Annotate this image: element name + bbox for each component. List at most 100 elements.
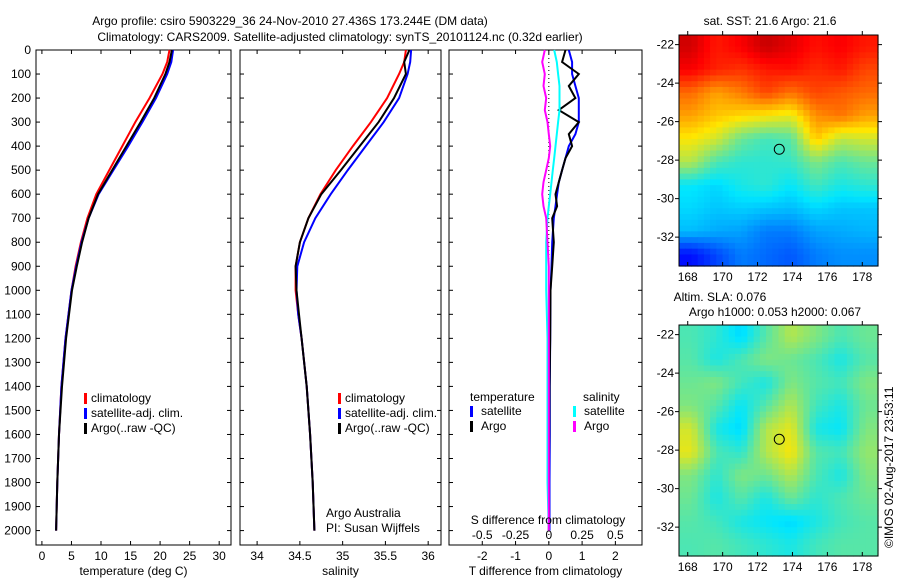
- heatmap-cell: [809, 463, 817, 470]
- heatmap-cell: [722, 371, 730, 378]
- heatmap-cell: [853, 58, 860, 65]
- heatmap-cell: [853, 52, 860, 59]
- heatmap-cell: [728, 75, 736, 82]
- heatmap-cell: [815, 382, 823, 390]
- heatmap-cell: [846, 411, 854, 419]
- heatmap-cell: [778, 342, 786, 349]
- heatmap-cell: [703, 538, 711, 546]
- heatmap-cell: [865, 196, 873, 204]
- heatmap-cell: [822, 538, 829, 546]
- heatmap-cell: [784, 550, 792, 557]
- heatmap-cell: [846, 81, 854, 88]
- heatmap-cell: [734, 46, 742, 53]
- heatmap-cell: [828, 371, 836, 378]
- heatmap-cell: [772, 92, 780, 100]
- heatmap-cell: [846, 98, 854, 105]
- heatmap-cell: [815, 348, 823, 355]
- heatmap-cell: [741, 237, 749, 244]
- heatmap-cell: [871, 214, 879, 221]
- heatmap-cell: [797, 254, 804, 261]
- heatmap-cell: [840, 544, 848, 551]
- heatmap-cell: [853, 35, 860, 42]
- heatmap-cell: [759, 179, 767, 186]
- heatmap-cell: [741, 86, 749, 94]
- heatmap-cell: [691, 46, 699, 53]
- heatmap-cell: [784, 75, 792, 82]
- heatmap-cell: [778, 52, 786, 59]
- heatmap-cell: [734, 400, 742, 407]
- heatmap-cell: [716, 133, 724, 140]
- heatmap-cell: [734, 202, 742, 209]
- heatmap-cell: [710, 208, 717, 215]
- heatmap-cell: [846, 225, 854, 232]
- heatmap-cell: [840, 417, 848, 424]
- heatmap-cell: [790, 371, 798, 378]
- heatmap-cell: [871, 92, 879, 100]
- heatmap-cell: [741, 248, 749, 256]
- y-tick-label: -26: [657, 405, 675, 419]
- heatmap-cell: [859, 156, 867, 163]
- heatmap-cell: [691, 440, 699, 447]
- heatmap-cell: [828, 92, 836, 100]
- heatmap-cell: [853, 544, 860, 551]
- heatmap-cell: [803, 434, 811, 442]
- heatmap-cell: [871, 179, 879, 186]
- heatmap-cell: [815, 498, 823, 505]
- heatmap-cell: [728, 179, 736, 186]
- heatmap-cell: [716, 325, 724, 332]
- heatmap-cell: [815, 336, 823, 343]
- heatmap-cell: [703, 173, 711, 180]
- heatmap-cell: [703, 371, 711, 378]
- heatmap-cell: [784, 231, 792, 238]
- heatmap-cell: [697, 382, 705, 390]
- heatmap-cell: [716, 260, 724, 267]
- heatmap-cell: [790, 538, 798, 546]
- heatmap-cell: [734, 325, 742, 332]
- heatmap-cell: [716, 248, 724, 256]
- heatmap-cell: [865, 260, 873, 267]
- heatmap-cell: [846, 144, 854, 152]
- heatmap-cell: [753, 225, 761, 232]
- heatmap-cell: [834, 254, 842, 261]
- heatmap-cell: [710, 452, 717, 459]
- heatmap-cell: [747, 376, 755, 384]
- heatmap-cell: [759, 150, 767, 157]
- heatmap-cell: [797, 446, 804, 453]
- heatmap-cell: [871, 359, 879, 367]
- heatmap-cell: [728, 550, 736, 557]
- heatmap-cell: [828, 58, 836, 65]
- heatmap-cell: [797, 185, 804, 192]
- y-tick-label: 2000: [4, 524, 31, 538]
- heatmap-cell: [871, 86, 879, 94]
- heatmap-cell: [865, 138, 873, 146]
- heatmap-cell: [853, 121, 860, 129]
- heatmap-cell: [834, 434, 842, 442]
- heatmap-cell: [846, 69, 854, 77]
- heatmap-cell: [784, 538, 792, 546]
- heatmap-cell: [716, 167, 724, 175]
- heatmap-cell: [871, 173, 879, 180]
- heatmap-cell: [722, 133, 730, 140]
- heatmap-cell: [710, 457, 717, 465]
- heatmap-cell: [871, 138, 879, 146]
- heatmap-cell: [741, 254, 749, 261]
- heatmap-cell: [753, 46, 761, 53]
- heatmap-cell: [834, 342, 842, 349]
- heatmap-cell: [803, 417, 811, 424]
- heatmap-cell: [691, 544, 699, 551]
- heatmap-cell: [691, 325, 699, 332]
- heatmap-cell: [685, 173, 693, 180]
- heatmap-cell: [828, 348, 836, 355]
- heatmap-cell: [834, 538, 842, 546]
- heatmap-cell: [716, 40, 724, 48]
- heatmap-cell: [803, 133, 811, 140]
- heatmap-cell: [766, 359, 773, 367]
- heatmap-cell: [865, 325, 873, 332]
- heatmap-cell: [716, 86, 724, 94]
- heatmap-cell: [859, 237, 867, 244]
- heatmap-cell: [828, 69, 836, 77]
- heatmap-cell: [815, 254, 823, 261]
- heatmap-cell: [697, 260, 705, 267]
- heatmap-cell: [822, 219, 829, 227]
- heatmap-cell: [815, 509, 823, 517]
